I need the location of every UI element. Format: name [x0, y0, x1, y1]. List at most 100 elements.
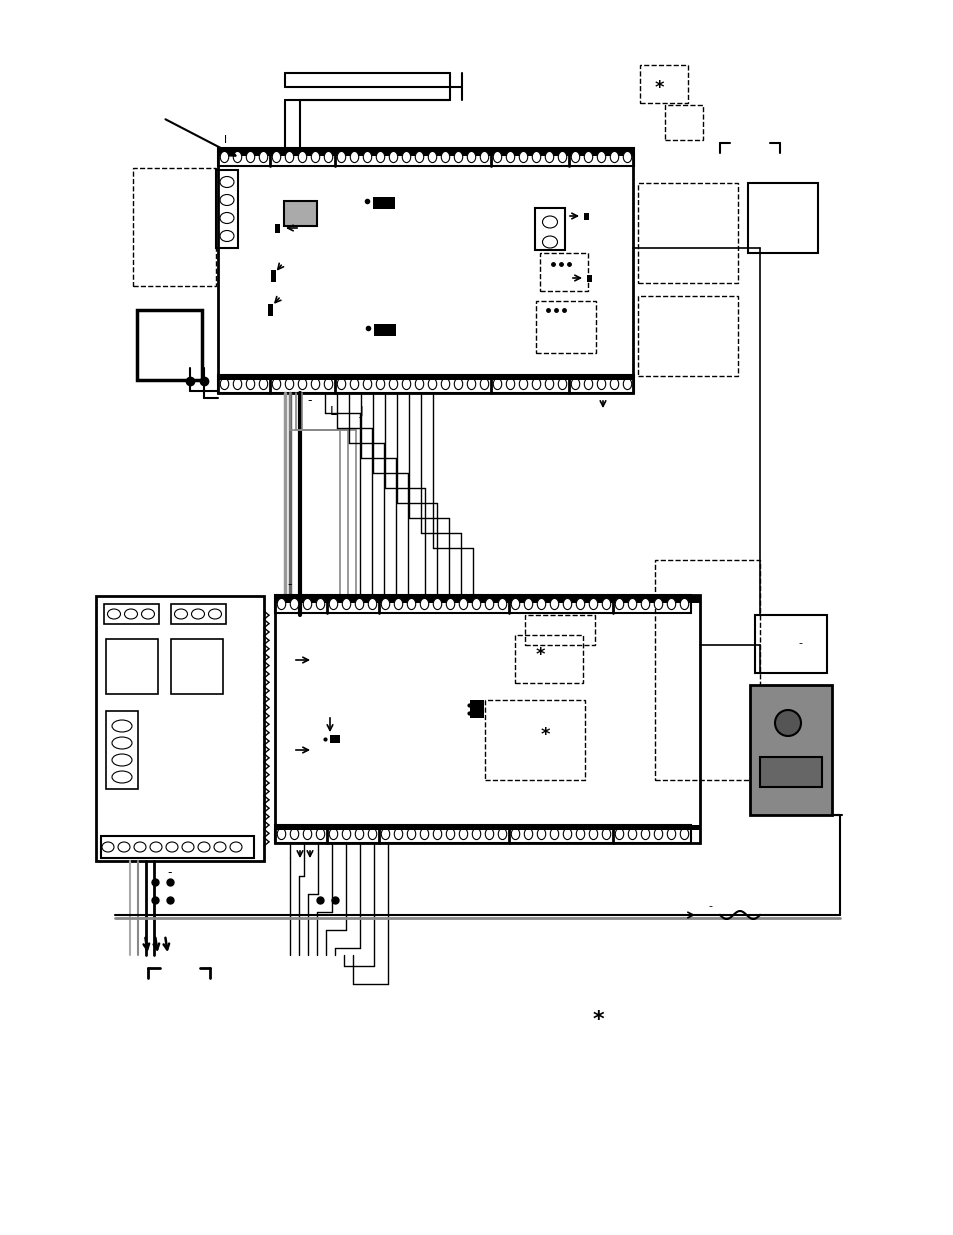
Ellipse shape	[108, 609, 120, 619]
Ellipse shape	[230, 842, 242, 852]
Ellipse shape	[324, 152, 333, 163]
Ellipse shape	[433, 829, 441, 840]
Bar	[586, 275, 592, 282]
Ellipse shape	[381, 829, 390, 840]
Ellipse shape	[350, 378, 358, 389]
Ellipse shape	[220, 231, 233, 242]
Ellipse shape	[329, 599, 337, 610]
Ellipse shape	[562, 599, 571, 610]
Ellipse shape	[246, 378, 254, 389]
Ellipse shape	[458, 599, 467, 610]
Ellipse shape	[220, 212, 233, 224]
Bar	[274, 595, 700, 844]
Text: -: -	[308, 394, 312, 408]
Bar	[104, 604, 159, 624]
Ellipse shape	[493, 152, 501, 163]
Ellipse shape	[666, 599, 675, 610]
Ellipse shape	[220, 152, 229, 163]
Bar	[747, 183, 817, 253]
Text: *: *	[535, 646, 544, 664]
Ellipse shape	[220, 177, 233, 188]
Ellipse shape	[246, 152, 254, 163]
Ellipse shape	[542, 216, 557, 228]
Text: J: J	[359, 405, 363, 417]
Ellipse shape	[415, 378, 423, 389]
Ellipse shape	[597, 152, 605, 163]
Bar	[274, 595, 690, 613]
Text: -: -	[797, 638, 801, 648]
Bar	[535, 207, 564, 249]
Circle shape	[774, 710, 801, 736]
Ellipse shape	[394, 829, 402, 840]
Ellipse shape	[562, 829, 571, 840]
Ellipse shape	[550, 599, 558, 610]
Ellipse shape	[311, 152, 319, 163]
Ellipse shape	[542, 236, 557, 248]
Ellipse shape	[303, 599, 312, 610]
Ellipse shape	[355, 599, 363, 610]
Ellipse shape	[368, 599, 376, 610]
Ellipse shape	[355, 829, 363, 840]
Ellipse shape	[277, 829, 286, 840]
Ellipse shape	[389, 378, 397, 389]
Ellipse shape	[524, 829, 532, 840]
Bar	[655, 559, 760, 781]
Ellipse shape	[446, 829, 455, 840]
Ellipse shape	[363, 152, 372, 163]
Ellipse shape	[454, 378, 462, 389]
Bar	[373, 198, 395, 209]
Ellipse shape	[472, 599, 480, 610]
Ellipse shape	[558, 152, 566, 163]
Ellipse shape	[277, 599, 286, 610]
Ellipse shape	[622, 152, 631, 163]
Ellipse shape	[666, 829, 675, 840]
Ellipse shape	[622, 378, 631, 389]
Ellipse shape	[537, 829, 545, 840]
Ellipse shape	[654, 829, 662, 840]
Ellipse shape	[571, 152, 579, 163]
Bar	[760, 757, 821, 787]
Ellipse shape	[290, 599, 298, 610]
Ellipse shape	[601, 829, 610, 840]
Ellipse shape	[272, 152, 280, 163]
Ellipse shape	[375, 152, 384, 163]
Ellipse shape	[610, 152, 618, 163]
Bar	[539, 253, 587, 291]
Ellipse shape	[298, 152, 307, 163]
Bar	[536, 301, 596, 353]
Ellipse shape	[506, 378, 515, 389]
Ellipse shape	[497, 599, 506, 610]
Ellipse shape	[532, 152, 540, 163]
Ellipse shape	[458, 829, 467, 840]
Ellipse shape	[329, 829, 337, 840]
Ellipse shape	[479, 378, 488, 389]
Bar	[638, 183, 738, 283]
Ellipse shape	[511, 599, 519, 610]
Ellipse shape	[497, 829, 506, 840]
Bar	[583, 212, 588, 220]
Bar	[664, 105, 702, 140]
Text: *: *	[654, 79, 663, 98]
Bar	[268, 304, 273, 316]
Ellipse shape	[342, 599, 351, 610]
Ellipse shape	[342, 829, 351, 840]
Ellipse shape	[394, 599, 402, 610]
Ellipse shape	[118, 842, 130, 852]
Ellipse shape	[272, 378, 280, 389]
Ellipse shape	[220, 378, 229, 389]
Ellipse shape	[679, 599, 688, 610]
Ellipse shape	[198, 842, 210, 852]
Ellipse shape	[485, 829, 494, 840]
Ellipse shape	[350, 152, 358, 163]
Ellipse shape	[571, 378, 579, 389]
Ellipse shape	[166, 842, 178, 852]
Bar	[484, 700, 584, 781]
Ellipse shape	[316, 829, 324, 840]
Ellipse shape	[324, 378, 333, 389]
Bar	[274, 825, 690, 844]
Text: *: *	[592, 1010, 603, 1030]
Ellipse shape	[311, 378, 319, 389]
Ellipse shape	[583, 378, 592, 389]
Ellipse shape	[558, 378, 566, 389]
Text: *: *	[539, 726, 549, 743]
